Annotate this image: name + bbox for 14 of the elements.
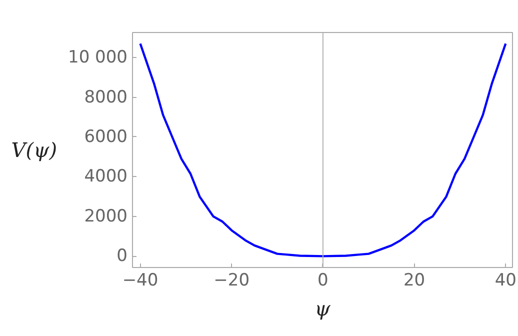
y-axis-title: V(ψ) (11, 138, 58, 162)
x-tick-label: −40 (122, 270, 158, 290)
x-tick-label: 0 (318, 270, 328, 290)
line-series (139, 42, 507, 258)
y-tick-label: 8000 (84, 87, 128, 108)
y-tick-label: 10 000 (68, 48, 128, 68)
y-tick-label: 4000 (84, 166, 128, 187)
y-tick-label: 0 (116, 246, 128, 266)
x-tick-label: −20 (214, 270, 250, 290)
x-tick-label: 40 (494, 270, 516, 290)
y-tick-label: 2000 (84, 206, 128, 226)
y-tick-label: 6000 (84, 126, 128, 147)
x-tick-label: 20 (403, 270, 426, 290)
x-axis-title: ψ (314, 296, 331, 320)
